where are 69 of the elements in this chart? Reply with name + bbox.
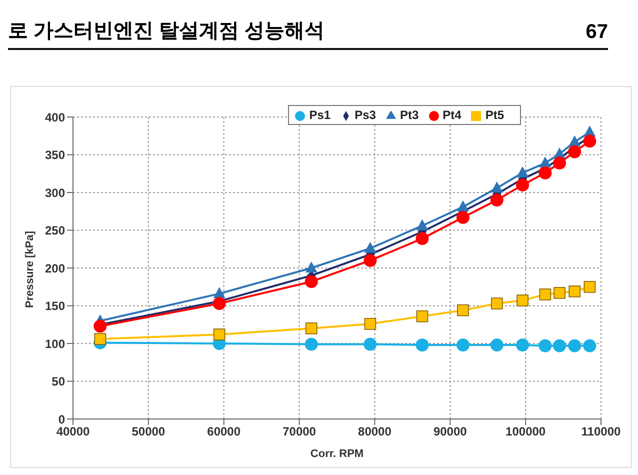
point [416, 232, 429, 246]
point [304, 275, 318, 288]
point [583, 339, 596, 352]
point [364, 338, 377, 351]
point [490, 181, 503, 192]
x-tick-label: 90000 [433, 424, 468, 439]
point [364, 254, 377, 267]
legend-label: Pt4 [442, 108, 462, 122]
point [516, 178, 530, 192]
y-tick-label: 0 [58, 412, 66, 426]
point [538, 339, 552, 352]
point [568, 145, 582, 158]
x-tick-label: 110000 [581, 424, 622, 439]
point [539, 156, 552, 168]
y-tick-label: 300 [44, 186, 66, 200]
point [516, 338, 530, 352]
point [94, 333, 106, 345]
point [490, 194, 504, 207]
legend-label: Pt5 [485, 108, 504, 122]
y-axis-title: Pressure [kPa] [24, 230, 36, 308]
legend-label: Ps3 [354, 108, 376, 122]
point [584, 280, 596, 293]
point [416, 310, 428, 322]
x-tick-label: 40000 [56, 424, 90, 439]
text: 로 가스터빈엔진 탈설계점 성능해석 [8, 19, 325, 44]
point [416, 219, 428, 230]
point [94, 320, 107, 333]
y-tick-label: 150 [44, 299, 66, 314]
x-tick-label: 80000 [358, 424, 392, 439]
x-tick-label: 70000 [282, 424, 316, 439]
x-axis-title: Corr. RPM [310, 448, 364, 460]
point [538, 166, 552, 180]
point [553, 339, 566, 352]
point [456, 200, 469, 212]
x-tick-label: 50000 [132, 424, 166, 439]
point [491, 298, 503, 310]
point [213, 287, 226, 298]
point [490, 338, 504, 352]
text: 67 [586, 21, 608, 44]
x-tick-label: 100000 [506, 424, 546, 439]
point [568, 135, 581, 146]
point [516, 166, 529, 178]
y-tick-label: 50 [52, 374, 66, 389]
y-tick-label: 200 [44, 261, 66, 276]
x-tick-label: 60000 [207, 424, 241, 439]
point [305, 262, 318, 272]
point [305, 322, 318, 334]
point [554, 287, 566, 299]
point [364, 242, 376, 253]
y-tick-label: 350 [44, 148, 66, 162]
point [456, 210, 470, 224]
point [553, 156, 566, 170]
legend-label: Pt3 [400, 108, 419, 122]
legend-label: Ps1 [309, 108, 331, 122]
y-tick-label: 400 [44, 110, 66, 124]
point [213, 328, 226, 340]
point [457, 304, 469, 316]
point [516, 294, 528, 306]
point [364, 318, 376, 330]
point [568, 286, 580, 298]
point [539, 288, 552, 300]
point [583, 134, 596, 148]
point [416, 338, 429, 352]
point [212, 296, 226, 310]
point [304, 338, 318, 351]
point [568, 339, 582, 352]
point [456, 338, 470, 352]
y-tick-label: 100 [44, 336, 66, 351]
y-tick-label: 250 [44, 224, 66, 238]
